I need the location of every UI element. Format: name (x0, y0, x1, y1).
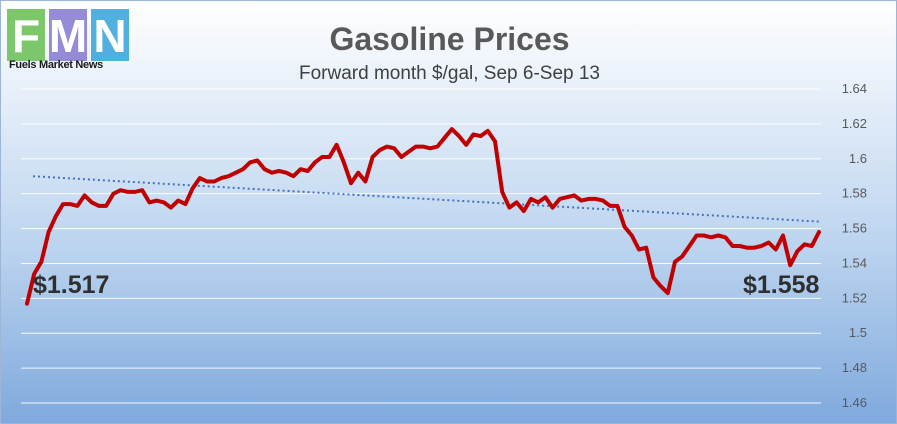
y-tick-label: 1.56 (842, 221, 867, 236)
logo-letter-f: F (11, 10, 41, 62)
trendline (32, 175, 820, 223)
series-line (25, 127, 821, 306)
logo-box-n (91, 9, 129, 61)
trendline-mark (32, 175, 820, 223)
y-tick-label: 1.58 (842, 186, 867, 201)
y-tick-label: 1.48 (842, 360, 867, 375)
y-tick-label: 1.64 (842, 81, 867, 96)
y-tick-label: 1.52 (842, 290, 867, 305)
y-tick-label: 1.6 (849, 151, 867, 166)
y-tick-label: 1.54 (842, 255, 867, 270)
y-axis-ticks: 1.64 1.62 1.6 1.58 1.56 1.54 1.52 1.5 1.48 1.46 (842, 81, 867, 410)
logo-box-m (49, 9, 87, 61)
logo-box-f (7, 9, 45, 61)
y-tick-label: 1.62 (842, 116, 867, 131)
y-tick-label: 1.46 (842, 395, 867, 410)
chart-subtitle: Forward month $/gal, Sep 6-Sep 13 (298, 63, 600, 84)
price-series (25, 127, 821, 306)
y-tick-label: 1.5 (849, 325, 867, 340)
chart-title: Gasoline Prices (329, 21, 570, 57)
logo-letter-m: M (48, 10, 88, 62)
logo-tagline: Fuels Market News (9, 59, 103, 71)
start-price-label: $1.517 (33, 271, 110, 299)
logo-letter-n: N (93, 10, 127, 62)
gridlines (21, 88, 821, 404)
end-price-label: $1.558 (743, 271, 820, 299)
fmn-logo: F M N Fuels Market News (7, 9, 129, 75)
